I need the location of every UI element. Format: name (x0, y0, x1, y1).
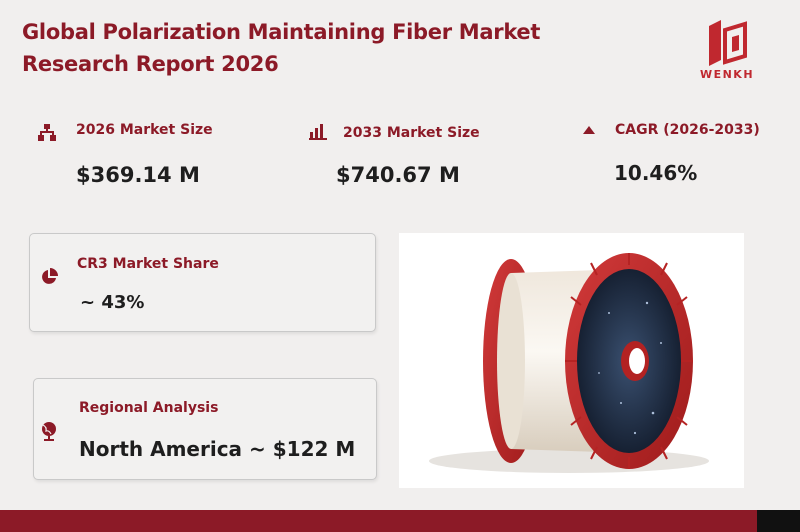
regional-card: Regional Analysis North America ~ $122 M (33, 378, 377, 480)
globe-icon (42, 422, 56, 441)
cr3-card: CR3 Market Share ~ 43% (29, 233, 376, 332)
bar-chart-icon (309, 124, 327, 140)
title-line-2: Research Report 2026 (22, 52, 279, 76)
title-line-1: Global Polarization Maintaining Fiber Ma… (22, 20, 541, 44)
stat-2033-value: $740.67 M (336, 163, 460, 187)
logo: WENKH (682, 20, 772, 81)
triangle-up-icon (583, 126, 595, 134)
hierarchy-icon (38, 124, 56, 141)
pie-chart-icon (42, 268, 58, 284)
regional-value: North America ~ $122 M (79, 437, 356, 461)
fiber-spool-image (399, 233, 744, 488)
stat-2033-label: 2033 Market Size (343, 125, 480, 141)
footer-corner (757, 510, 800, 532)
stat-2026-value: $369.14 M (76, 163, 200, 187)
page-title: Global Polarization Maintaining Fiber Ma… (22, 16, 602, 80)
stat-2026-label: 2026 Market Size (76, 122, 213, 138)
footer-bar (0, 510, 800, 532)
cr3-label: CR3 Market Share (77, 256, 219, 272)
stat-cagr-value: 10.46% (614, 161, 698, 185)
regional-label: Regional Analysis (79, 400, 219, 416)
logo-text: WENKH (699, 68, 755, 81)
stat-cagr-label: CAGR (2026-2033) (615, 122, 760, 138)
wenkh-logo-mark-icon (709, 20, 747, 66)
cr3-value: ~ 43% (80, 292, 145, 313)
